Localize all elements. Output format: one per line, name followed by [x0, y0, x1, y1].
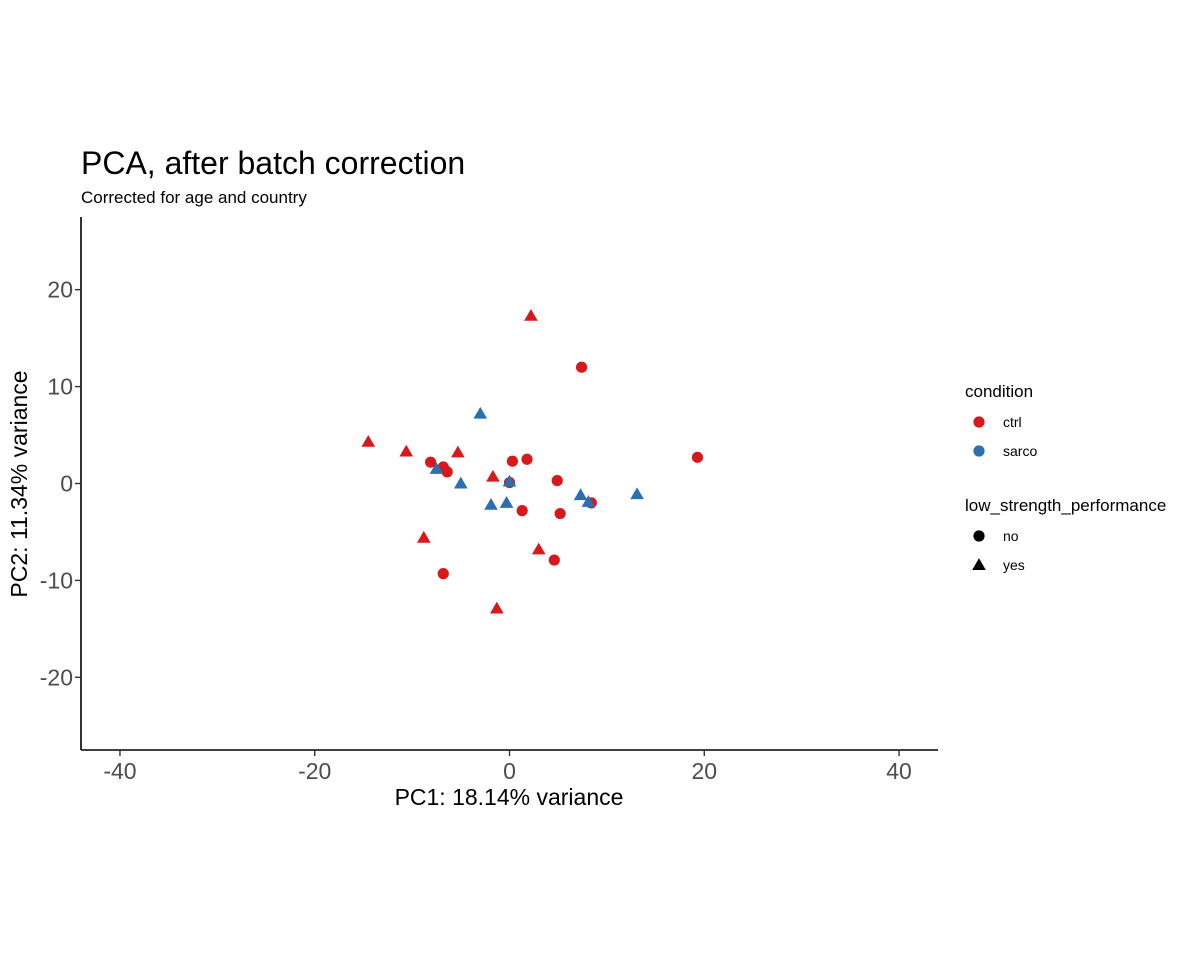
- legend-label: ctrl: [1003, 414, 1022, 430]
- data-point-triangle-ctrl: [490, 601, 504, 614]
- legend-key-circle: [973, 445, 985, 457]
- data-point-triangle-sarco: [429, 462, 444, 474]
- data-point-circle-ctrl: [437, 568, 449, 580]
- data-point-triangle-ctrl: [486, 469, 500, 482]
- data-point-triangle-ctrl: [399, 444, 414, 457]
- y-tick-label: 20: [47, 277, 73, 303]
- data-point-circle-ctrl: [521, 453, 533, 465]
- data-point-triangle-ctrl: [451, 445, 465, 458]
- x-tick-label: 40: [886, 758, 912, 784]
- data-point-triangle-ctrl: [531, 542, 546, 555]
- plot-points: [361, 309, 704, 614]
- x-tick-label: -20: [298, 758, 331, 784]
- data-point-circle-ctrl: [506, 455, 519, 467]
- legend: condition ctrl sarco low_strength_performan…: [965, 382, 1166, 573]
- x-tick-label: 0: [503, 758, 516, 784]
- y-tick-label: -20: [40, 664, 73, 690]
- data-point-triangle-sarco: [484, 497, 498, 510]
- data-point-circle-ctrl: [554, 507, 566, 520]
- data-point-circle-ctrl: [548, 554, 560, 566]
- chart-title: PCA, after batch correction: [81, 145, 465, 181]
- data-point-triangle-ctrl: [361, 434, 376, 447]
- x-axis-ticks: -40 -20 0 20 40: [103, 750, 912, 784]
- legend-label: no: [1003, 528, 1019, 544]
- x-tick-label: 20: [691, 758, 717, 784]
- legend-key-triangle: [972, 558, 986, 570]
- data-point-triangle-sarco: [499, 496, 514, 508]
- data-point-triangle-sarco: [453, 476, 468, 489]
- data-point-circle-ctrl: [516, 505, 528, 517]
- legend-key-circle: [973, 530, 985, 542]
- data-point-circle-ctrl: [575, 361, 588, 373]
- data-point-circle-ctrl: [551, 474, 563, 487]
- data-point-triangle-sarco: [573, 488, 588, 501]
- y-axis-title: PC2: 11.34% variance: [6, 370, 32, 597]
- y-tick-label: 0: [60, 471, 73, 497]
- x-axis-title: PC1: 18.14% variance: [395, 784, 624, 810]
- data-point-triangle-sarco: [502, 474, 517, 487]
- legend-title: low_strength_performance: [965, 496, 1166, 515]
- data-point-triangle-ctrl: [416, 530, 431, 543]
- data-point-triangle-sarco: [630, 487, 644, 500]
- data-point-triangle-sarco: [581, 495, 596, 507]
- y-axis-ticks: -20 -10 0 10 20: [40, 277, 81, 690]
- data-point-circle-ctrl: [425, 456, 437, 468]
- legend-label: yes: [1003, 557, 1025, 573]
- legend-label: sarco: [1003, 443, 1037, 459]
- x-tick-label: -40: [103, 758, 136, 784]
- legend-title: condition: [965, 382, 1033, 401]
- data-point-triangle-ctrl: [524, 309, 538, 321]
- y-tick-label: 10: [47, 374, 73, 400]
- data-point-triangle-sarco: [473, 406, 488, 419]
- legend-key-circle: [973, 416, 985, 428]
- y-tick-label: -10: [40, 567, 73, 593]
- data-point-circle-ctrl: [691, 451, 704, 463]
- data-point-circle-ctrl: [441, 466, 453, 478]
- chart-subtitle: Corrected for age and country: [81, 188, 307, 207]
